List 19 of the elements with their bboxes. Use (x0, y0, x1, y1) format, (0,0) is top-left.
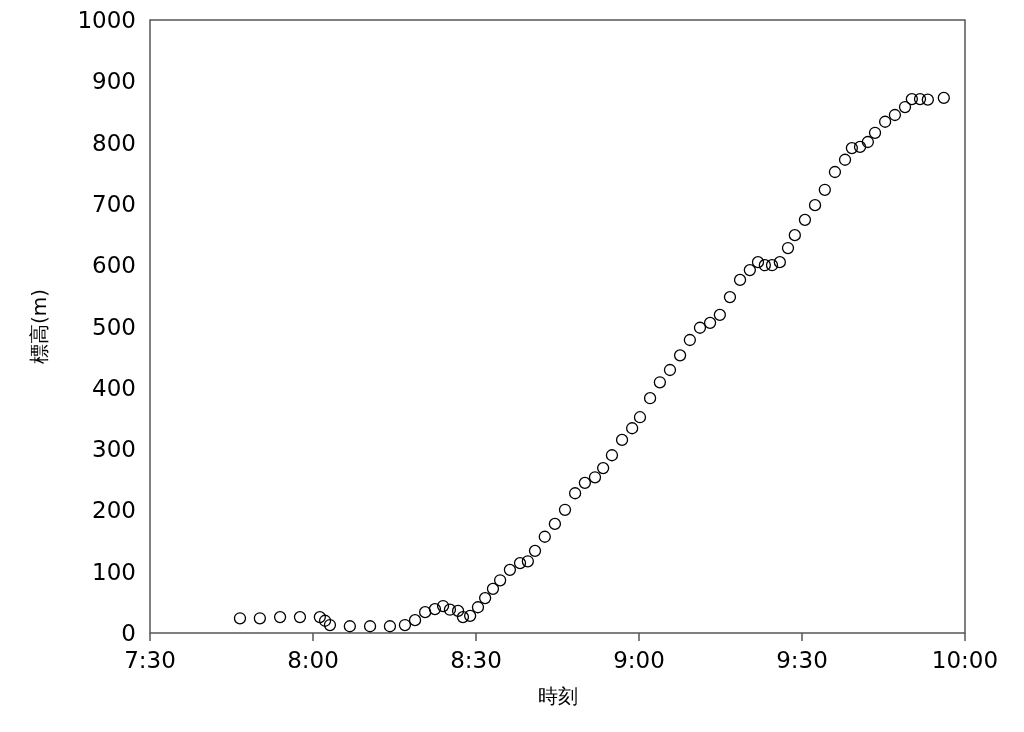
y-tick-label: 1000 (77, 7, 136, 33)
y-tick-label: 400 (92, 374, 136, 401)
x-tick-label: 8:00 (287, 647, 339, 673)
y-tick-label: 900 (92, 68, 136, 95)
y-tick-label: 600 (92, 252, 136, 279)
x-axis-title: 時刻 (537, 684, 578, 708)
x-tick-label: 7:30 (124, 647, 176, 673)
x-tick-label: 10:00 (931, 647, 999, 673)
y-tick-label: 0 (121, 620, 136, 646)
y-tick-label: 300 (92, 436, 136, 463)
y-axis-title: 標高(m) (27, 288, 51, 365)
y-tick-label: 200 (92, 497, 136, 524)
y-tick-label: 800 (92, 129, 136, 156)
y-tick-label: 700 (92, 190, 136, 217)
x-tick-label: 9:30 (776, 647, 828, 673)
x-tick-label: 8:30 (450, 647, 502, 673)
y-tick-label: 100 (92, 558, 136, 585)
x-tick-label: 9:00 (613, 647, 665, 673)
y-tick-label: 500 (92, 313, 136, 340)
